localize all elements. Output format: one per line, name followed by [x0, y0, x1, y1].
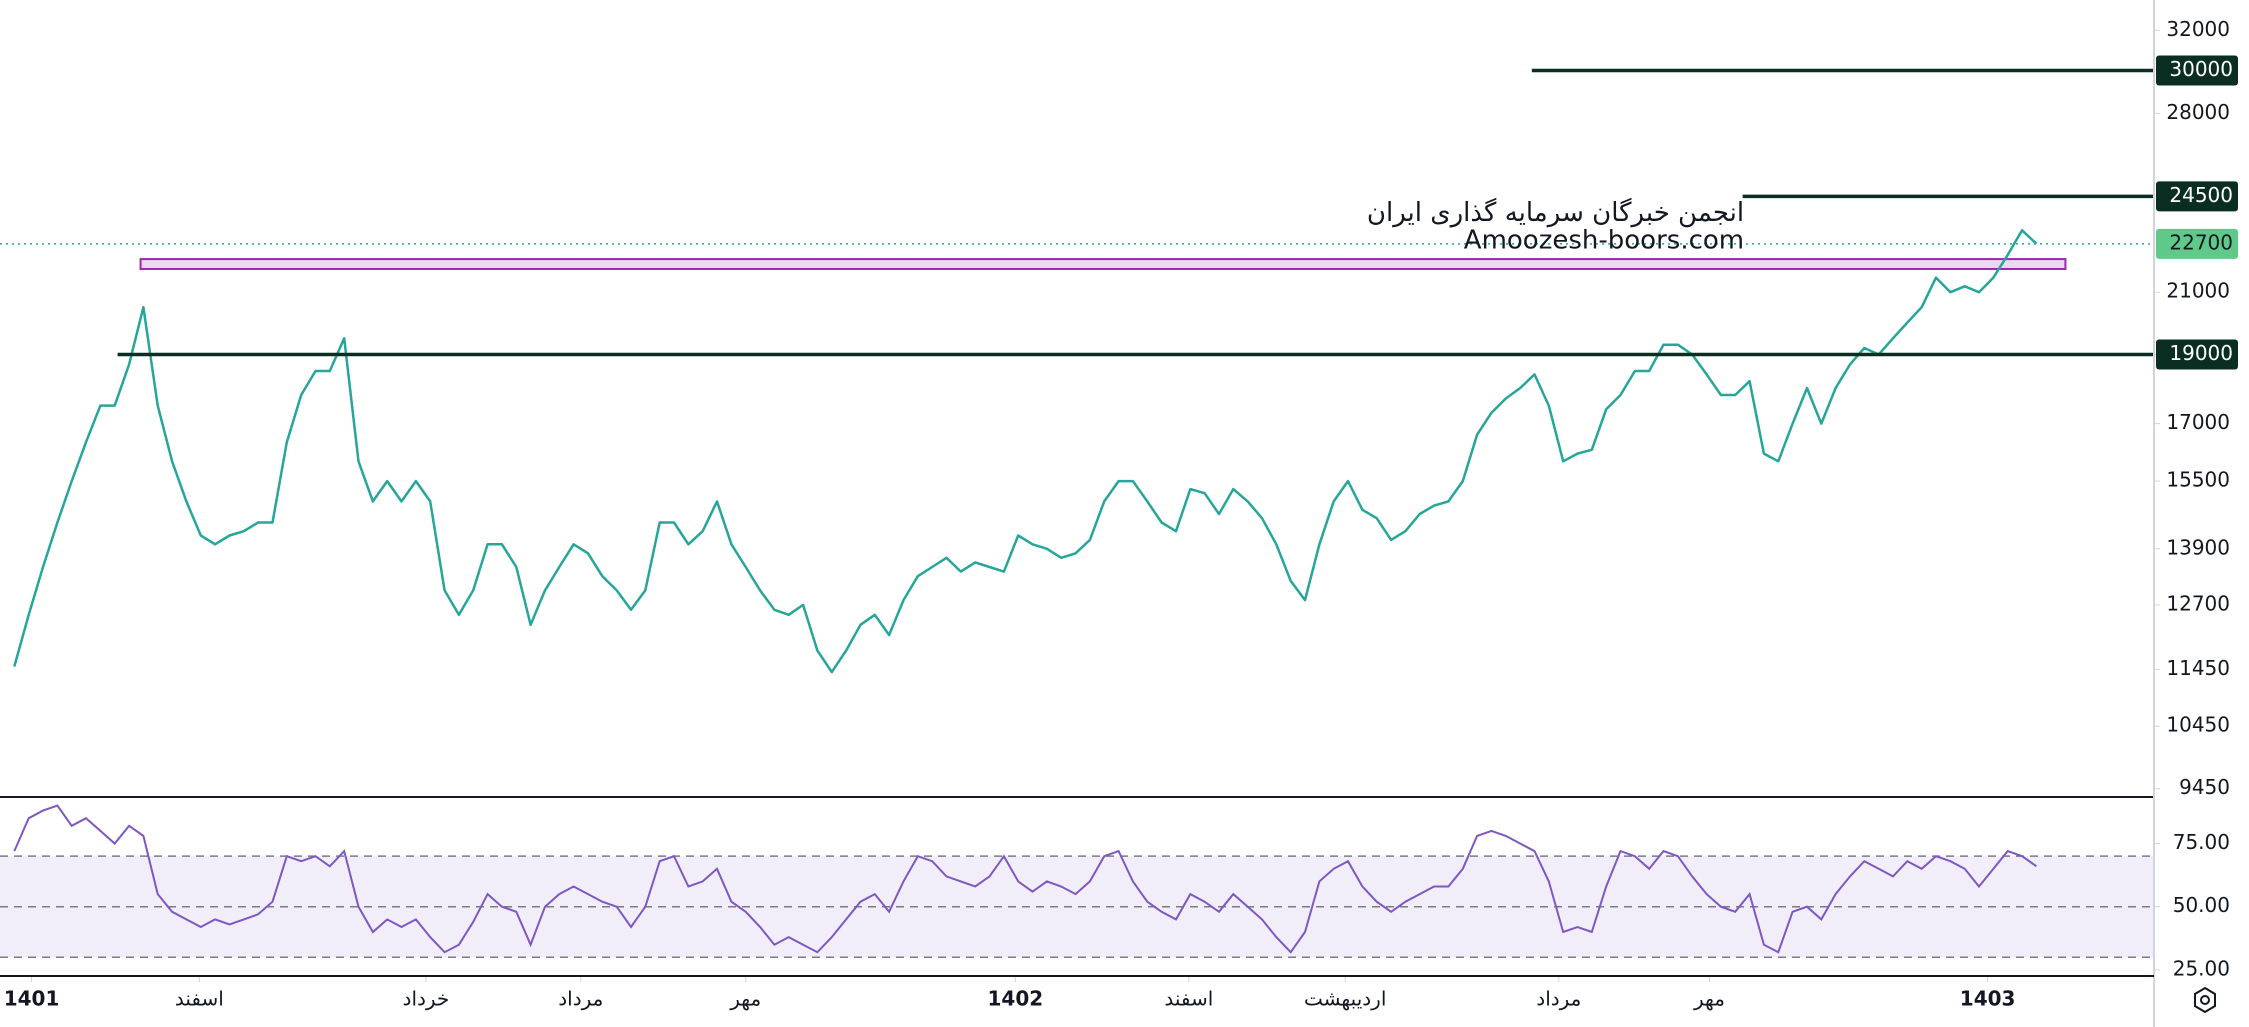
- resistance-zone: [139, 258, 2067, 270]
- plot-layer: 9450 10450 11450 12700 13900 15500 17000 19000 2…: [0, 17, 2238, 1011]
- watermark-text: Amoozesh-boors.com: [1464, 225, 1744, 255]
- watermark-text: انجمن خبرگان سرمایه گذاری ایران: [1367, 197, 1744, 228]
- rsi-line: [13, 804, 2037, 954]
- x-tick-label: مرداد: [558, 987, 603, 1011]
- last-price-label: 22700: [2169, 230, 2233, 254]
- level-label: 24500: [2169, 183, 2233, 207]
- y-tick-label: 28000: [2166, 100, 2230, 124]
- x-tick-label: مهر: [1693, 987, 1725, 1011]
- y-tick-label: 11450: [2166, 656, 2230, 680]
- last-price-box: [2156, 228, 2238, 259]
- level-label: 19000: [2169, 341, 2233, 365]
- x-tick-label: اردیبهشت: [1304, 987, 1386, 1011]
- y-tick-label: 12700: [2166, 591, 2230, 615]
- y-tick-label: 10450: [2166, 713, 2230, 737]
- y-tick-label: 15500: [2166, 468, 2230, 492]
- series-line: [13, 229, 2038, 674]
- x-tick-label: اسفند: [1164, 987, 1213, 1011]
- level-label-box: [2156, 55, 2238, 86]
- settings-icon[interactable]: [2194, 986, 2216, 1014]
- rsi-y-tick-label: 25.00: [2173, 956, 2230, 980]
- level-label-box: [2156, 181, 2238, 212]
- y-tick-label: 13900: [2166, 535, 2230, 559]
- y-tick-label: 17000: [2166, 410, 2230, 434]
- rsi-y-tick-label: 75.00: [2173, 830, 2230, 854]
- x-tick-label: اسفند: [175, 987, 224, 1011]
- x-tick-label: مرداد: [1536, 987, 1581, 1011]
- x-tick-label: خرداد: [403, 987, 450, 1011]
- x-tick-label: 1403: [1960, 987, 2016, 1011]
- x-tick-label: 1402: [987, 987, 1043, 1011]
- y-tick-label: 21000: [2166, 279, 2230, 303]
- y-tick-label: 32000: [2166, 17, 2230, 41]
- x-tick-label: مهر: [729, 987, 761, 1011]
- level-label: 30000: [2169, 57, 2233, 81]
- rsi-y-tick-label: 50.00: [2173, 893, 2230, 917]
- level-label-box: [2156, 339, 2238, 370]
- y-tick-label: 9450: [2179, 775, 2230, 799]
- x-tick-label: 1401: [4, 987, 60, 1011]
